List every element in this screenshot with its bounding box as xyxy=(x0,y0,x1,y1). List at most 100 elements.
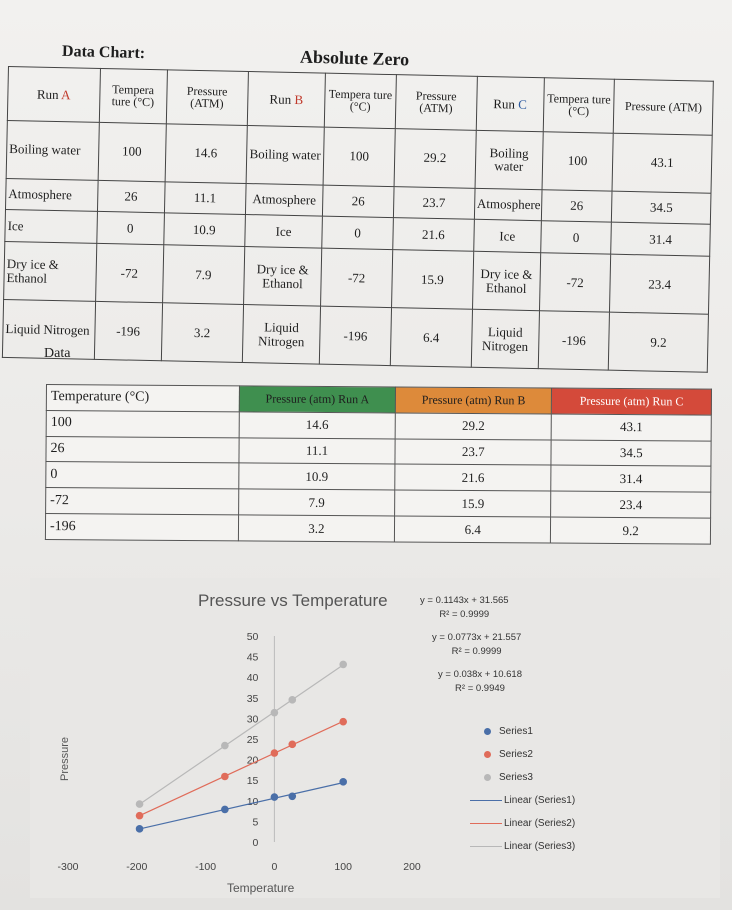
pressure-cell: 43.1 xyxy=(612,133,713,193)
run-a-header: Run A xyxy=(7,66,101,123)
pressure-cell: 15.9 xyxy=(394,490,552,518)
temp-cell: -196 xyxy=(45,513,239,541)
pressure-cell: 23.7 xyxy=(395,438,552,466)
run-c-pressure-column-header: Pressure (atm) Run C xyxy=(551,388,712,415)
pressure-cell: 7.9 xyxy=(238,489,395,517)
trendline-equation-series3: y = 0.1143x + 31.565 R² = 0.9999 xyxy=(420,595,509,621)
pressure-cell: 7.9 xyxy=(162,245,245,305)
table-row: -196 3.2 6.4 9.2 xyxy=(45,513,711,545)
pressure-cell: 23.4 xyxy=(550,491,711,519)
run-a-temp-header: Tempera ture (°C) xyxy=(98,68,168,124)
pressure-cell: 29.2 xyxy=(393,128,477,188)
data-caption: Data xyxy=(44,346,71,361)
summary-table: Temperature (°C) Pressure (atm) Run A Pr… xyxy=(44,384,712,545)
data-table: Run A Tempera ture (°C) Pressure (ATM) R… xyxy=(2,66,714,373)
temp-cell: -196 xyxy=(94,301,163,361)
run-c-pressure-header: Pressure (ATM) xyxy=(613,79,714,136)
row-label: Liquid Nitrogen xyxy=(471,309,540,369)
temp-cell: 26 xyxy=(45,436,239,464)
pressure-cell: 31.4 xyxy=(610,222,711,257)
pressure-cell: 31.4 xyxy=(551,465,711,493)
pressure-cell: 10.9 xyxy=(238,463,396,491)
temp-cell: 100 xyxy=(323,126,395,187)
temp-cell: 0 xyxy=(96,211,165,246)
temp-cell: -72 xyxy=(45,487,239,515)
pressure-cell: 9.2 xyxy=(550,517,711,545)
run-b-temp-header: Tempera ture (°C) xyxy=(324,73,397,129)
legend-item-linear-series3: Linear (Series3) xyxy=(470,835,575,858)
temp-cell: 100 xyxy=(46,410,240,438)
legend-line xyxy=(470,799,502,802)
row-label: Dry ice & Ethanol xyxy=(243,246,322,307)
legend-line xyxy=(470,822,502,825)
pressure-cell: 29.2 xyxy=(395,412,552,440)
run-c-header: Run C xyxy=(476,76,545,132)
pressure-cell: 34.5 xyxy=(551,439,712,467)
legend-marker xyxy=(484,751,491,758)
pressure-cell: 21.6 xyxy=(392,218,475,252)
row-label: Atmosphere xyxy=(245,183,324,217)
row-label: Atmosphere xyxy=(474,187,542,222)
pressure-cell: 14.6 xyxy=(238,411,396,439)
pressure-cell: 14.6 xyxy=(164,123,247,184)
temperature-header: Temperature (°C) xyxy=(46,384,240,412)
temp-cell: 100 xyxy=(97,122,166,182)
page-title: Absolute Zero xyxy=(299,46,410,70)
chart-area xyxy=(30,578,720,898)
trendline-equation-series2: y = 0.0773x + 21.557 R² = 0.9999 xyxy=(432,632,522,658)
legend-item-series2: Series2 xyxy=(470,743,575,766)
legend-item-series3: Series3 xyxy=(470,766,575,789)
temp-cell: -72 xyxy=(320,248,393,308)
run-a-pressure-column-header: Pressure (atm) Run A xyxy=(239,385,396,413)
legend-marker xyxy=(484,774,491,781)
legend-item-linear-series1: Linear (Series1) xyxy=(470,789,575,812)
pressure-cell: 6.4 xyxy=(394,516,551,544)
temp-cell: 100 xyxy=(541,131,614,191)
pressure-cell: 11.1 xyxy=(164,181,246,215)
run-b-pressure-column-header: Pressure (atm) Run B xyxy=(395,386,552,414)
temp-cell: -196 xyxy=(538,310,610,371)
row-label: Boiling water xyxy=(474,130,543,190)
legend-marker xyxy=(484,728,491,735)
legend-line xyxy=(470,845,502,848)
temp-cell: -196 xyxy=(319,306,392,366)
pressure-cell: 3.2 xyxy=(238,514,395,542)
temp-cell: 26 xyxy=(541,189,613,223)
row-label: Liquid Nitrogen xyxy=(242,304,321,365)
temp-cell: 0 xyxy=(45,461,239,490)
pressure-cell: 11.1 xyxy=(238,437,396,465)
trendline-equation-series1: y = 0.038x + 10.618 R² = 0.9949 xyxy=(438,669,522,695)
row-label: Ice xyxy=(4,209,98,244)
row-label: Dry ice & Ethanol xyxy=(472,251,541,311)
run-c-temp-header: Tempera ture (°C) xyxy=(542,77,615,134)
pressure-cell: 15.9 xyxy=(391,249,474,310)
chart-legend: Series1 Series2 Series3 Linear (Series1)… xyxy=(470,720,575,858)
temp-cell: 0 xyxy=(540,221,612,255)
row-label: Boiling water xyxy=(6,120,99,181)
row-label: Dry ice & Ethanol xyxy=(3,241,97,302)
run-b-header: Run B xyxy=(246,71,326,127)
temp-cell: 0 xyxy=(321,216,394,250)
page-title-left: Data Chart: xyxy=(61,42,146,63)
pressure-cell: 9.2 xyxy=(608,312,709,373)
temp-cell: -72 xyxy=(95,243,164,303)
pressure-cell: 10.9 xyxy=(163,213,246,247)
row-label: Boiling water xyxy=(245,125,325,185)
run-b-pressure-header: Pressure (ATM) xyxy=(394,74,478,131)
pressure-cell: 3.2 xyxy=(160,302,244,363)
row-label: Ice xyxy=(473,219,542,253)
row-label: Ice xyxy=(244,214,323,249)
temp-cell: 26 xyxy=(97,180,165,214)
legend-item-series1: Series1 xyxy=(470,720,575,743)
pressure-cell: 34.5 xyxy=(611,190,711,225)
pressure-cell: 23.7 xyxy=(393,186,475,220)
pressure-cell: 23.4 xyxy=(609,254,710,315)
row-label: Atmosphere xyxy=(5,178,98,212)
legend-item-linear-series2: Linear (Series2) xyxy=(470,812,575,835)
pressure-cell: 6.4 xyxy=(390,307,473,368)
temp-cell: 26 xyxy=(322,184,394,219)
pressure-cell: 21.6 xyxy=(394,464,552,492)
temp-cell: -72 xyxy=(539,252,611,313)
chart-title: Pressure vs Temperature xyxy=(198,591,388,610)
